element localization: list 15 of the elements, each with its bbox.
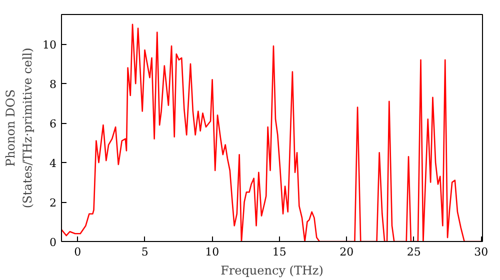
y-tick-label: 4 [50, 157, 56, 170]
x-tick-label: 30 [474, 246, 488, 258]
y-tick-label: 10 [42, 38, 57, 52]
x-tick-label: 20 [340, 246, 354, 258]
x-axis-title: Frequency (THz) [220, 264, 324, 278]
x-tick-label: 15 [272, 246, 286, 258]
y-tick-label: 6 [50, 118, 56, 131]
x-tick-label: 25 [406, 246, 421, 258]
y-tick-label: 8 [50, 78, 56, 92]
y-axis-title: Phonon DOS (States/THz·primitive cell) [4, 48, 35, 208]
y-tick-label: 2 [50, 196, 56, 210]
x-tick-label: 10 [205, 246, 220, 258]
x-tick-label: 5 [141, 246, 148, 258]
x-tick-label: 0 [74, 246, 82, 258]
y-tick-label: 0 [50, 236, 56, 249]
